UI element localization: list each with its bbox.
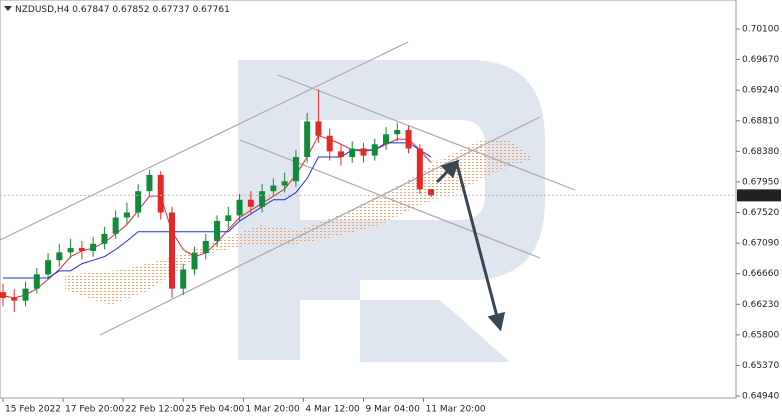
symbol: NZDUSD,H4 <box>15 5 70 15</box>
candle-body <box>11 297 18 301</box>
x-tick-label: 4 Mar 12:00 <box>305 405 360 415</box>
candle-body <box>225 215 232 222</box>
candle-body <box>281 181 288 186</box>
candle-body <box>33 274 40 289</box>
candle-body <box>56 252 63 261</box>
x-tick-label: 1 Mar 20:00 <box>245 405 300 415</box>
candle-body <box>326 135 333 152</box>
candle-body <box>168 212 175 289</box>
candle-body <box>123 212 130 218</box>
candle-body <box>101 233 108 244</box>
candle-body <box>360 148 367 156</box>
y-tick-label: 0.68810 <box>742 116 779 126</box>
candle-body <box>270 185 277 192</box>
candle-body <box>304 121 311 158</box>
candle-body <box>22 288 29 301</box>
candle-body <box>292 157 299 182</box>
forecast-arrows <box>435 159 506 332</box>
candle-body <box>416 148 423 190</box>
candle-body <box>259 191 266 207</box>
y-tick-label: 0.69670 <box>742 55 779 65</box>
candle-body <box>428 189 435 196</box>
candle-body <box>90 243 97 251</box>
header: NZDUSD,H4 0.67847 0.67852 0.67737 0.6776… <box>15 5 230 15</box>
y-tick-label: 0.67090 <box>742 239 779 249</box>
candle-body <box>135 191 142 213</box>
header-high: 0.67852 <box>112 5 149 15</box>
y-tick-label: 0.68380 <box>742 147 779 157</box>
candle-body <box>67 248 74 253</box>
y-tick-label: 0.70100 <box>742 25 779 35</box>
candle-body <box>394 130 401 135</box>
candle-body <box>236 199 243 216</box>
candle-body <box>405 130 412 149</box>
candle-body <box>146 174 153 192</box>
y-tick-label: 0.66660 <box>742 269 779 279</box>
candle-body <box>191 253 198 270</box>
watermark <box>238 60 545 362</box>
candle-body <box>157 174 164 213</box>
y-tick-label: 0.65800 <box>742 330 779 340</box>
cloud <box>65 140 530 305</box>
x-tick-label: 25 Feb 04:00 <box>185 405 244 415</box>
candle-body <box>383 134 390 145</box>
candle-body <box>247 199 254 207</box>
x-tick-label: 22 Feb 12:00 <box>125 405 184 415</box>
candle-body <box>112 217 119 234</box>
candle-body <box>371 144 378 156</box>
candle-body <box>0 292 7 298</box>
y-tick-label: 0.69240 <box>742 86 779 96</box>
menu-arrow[interactable] <box>4 6 12 11</box>
y-tick-label: 0.64940 <box>742 392 779 402</box>
header-close: 0.67761 <box>193 5 230 15</box>
candle-body <box>349 148 356 158</box>
x-tick-label: 9 Mar 04:00 <box>365 405 420 415</box>
header-open: 0.67847 <box>72 5 109 15</box>
x-tick-label: 11 Mar 20:00 <box>426 405 486 415</box>
last-price-label: 0.67761 <box>742 191 779 201</box>
y-tick-label: 0.67950 <box>742 177 779 187</box>
candle-body <box>45 260 52 275</box>
candle-body <box>337 151 344 158</box>
candle-body <box>180 269 187 289</box>
candle-body <box>315 121 322 136</box>
candle-body <box>214 221 221 241</box>
x-tick-label: 17 Feb 20:00 <box>65 405 124 415</box>
header-low: 0.67737 <box>152 5 189 15</box>
y-tick-label: 0.67520 <box>742 208 779 218</box>
candle-body <box>202 240 209 254</box>
last-price-box <box>737 189 781 202</box>
candle-body <box>78 248 85 251</box>
y-tick-label: 0.65370 <box>742 361 779 371</box>
y-tick-label: 0.66230 <box>742 300 779 310</box>
trend-lines <box>0 41 576 336</box>
x-tick-label: 15 Feb 2022 <box>5 405 61 415</box>
